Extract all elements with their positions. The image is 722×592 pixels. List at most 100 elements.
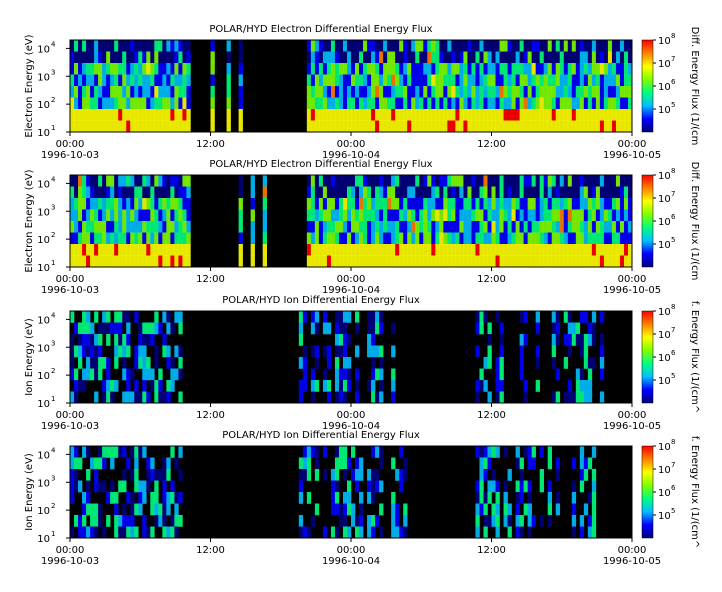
spectrogram-cell <box>527 186 532 199</box>
spectrogram-cell <box>338 109 344 121</box>
spectrogram-cell <box>503 120 508 133</box>
colorbar-tick-exponent: 5 <box>671 236 675 244</box>
spectrogram-cell <box>423 209 428 222</box>
spectrogram-cell <box>138 186 143 199</box>
spectrogram-cell <box>122 244 127 256</box>
spectrogram-cell <box>314 232 320 245</box>
spectrogram-cell <box>483 232 488 245</box>
spectrogram-cell <box>511 186 516 199</box>
spectrogram-cell <box>355 469 360 481</box>
spectrogram-cell <box>567 74 573 87</box>
spectrogram-cell <box>186 40 191 52</box>
spectrogram-cell <box>367 109 372 121</box>
spectrogram-cell <box>334 232 340 245</box>
spectrogram-cell <box>571 515 577 527</box>
colorbar-tick-exponent: 5 <box>671 372 675 380</box>
spectrogram-cell <box>475 63 480 75</box>
spectrogram-cell <box>627 198 633 210</box>
spectrogram-cell <box>575 221 581 233</box>
spectrogram-cell <box>411 74 416 87</box>
colorbar-tick-exponent: 6 <box>671 484 676 492</box>
spectrogram-cell <box>334 209 340 222</box>
spectrogram-cell <box>515 63 520 75</box>
spectrogram-cell <box>619 40 625 52</box>
spectrogram-cell <box>142 345 147 358</box>
spectrogram-cell <box>435 209 440 222</box>
spectrogram-cell <box>106 221 111 233</box>
spectrogram-cell <box>162 175 167 187</box>
spectrogram-cell <box>106 380 111 392</box>
spectrogram-cell <box>431 51 436 64</box>
spectrogram-cell <box>330 40 336 52</box>
spectrogram-cell <box>306 97 312 110</box>
spectrogram-cell <box>555 311 561 323</box>
spectrogram-cell <box>455 244 460 256</box>
spectrogram-cell <box>158 515 163 527</box>
spectrogram-cell <box>178 120 183 133</box>
spectrogram-cell <box>118 244 123 256</box>
spectrogram-cell <box>463 86 468 98</box>
spectrogram-cell <box>86 51 91 64</box>
spectrogram-cell <box>483 74 488 87</box>
spectrogram-cell <box>178 492 183 504</box>
spectrogram-cell <box>138 232 143 245</box>
spectrogram-cell <box>563 311 569 323</box>
spectrogram-cell <box>591 357 597 369</box>
spectrogram-cell <box>599 40 605 52</box>
spectrogram-cell <box>371 345 376 358</box>
spectrogram-cell <box>210 109 215 121</box>
spectrogram-cell <box>118 480 123 493</box>
spectrogram-cell <box>459 244 464 256</box>
spectrogram-cell <box>138 357 143 369</box>
spectrogram-cell <box>507 63 512 75</box>
spectrogram-cell <box>166 357 171 369</box>
spectrogram-cell <box>547 186 553 199</box>
spectrogram-cell <box>94 526 99 539</box>
spectrogram-cell <box>563 74 569 87</box>
spectrogram-cell <box>523 311 528 323</box>
spectrogram-cell <box>371 357 376 369</box>
spectrogram-cell <box>507 74 512 87</box>
spectrogram-cell <box>587 457 593 470</box>
spectrogram-cell <box>443 51 448 64</box>
spectrogram-cell <box>563 209 569 222</box>
spectrogram-cell <box>475 255 480 268</box>
spectrogram-cell <box>591 503 597 516</box>
spectrogram-cell <box>342 526 348 539</box>
x-tick-label: 00:00 <box>56 410 85 421</box>
spectrogram-cell <box>503 198 508 210</box>
spectrogram-cell <box>479 109 484 121</box>
spectrogram-cell <box>298 515 304 527</box>
spectrogram-cell <box>475 391 480 404</box>
spectrogram-cell <box>431 255 436 268</box>
spectrogram-cell <box>599 255 605 268</box>
spectrogram-cell <box>571 198 577 210</box>
spectrogram-cell <box>138 198 143 210</box>
spectrogram-cell <box>499 198 504 210</box>
spectrogram-cell <box>495 526 500 539</box>
y-tick-label: 10 <box>37 72 50 83</box>
spectrogram-cell <box>447 109 452 121</box>
spectrogram-cell <box>495 232 500 245</box>
spectrogram-cell <box>162 492 167 504</box>
spectrogram-cell <box>334 492 340 504</box>
spectrogram-cell <box>391 345 396 358</box>
spectrogram-cell <box>547 120 553 133</box>
spectrogram-cell <box>122 51 127 64</box>
spectrogram-cell <box>523 175 528 187</box>
spectrogram-cell <box>118 86 123 98</box>
spectrogram-cell <box>443 63 448 75</box>
spectrogram-cell <box>587 334 593 346</box>
spectrogram-cell <box>359 457 364 470</box>
spectrogram-cell <box>603 86 609 98</box>
spectrogram-cell <box>122 357 127 369</box>
spectrogram-cell <box>431 232 436 245</box>
spectrogram-cell <box>142 322 147 335</box>
spectrogram-cell <box>547 109 553 121</box>
spectrogram-cell <box>431 74 436 87</box>
spectrogram-cell <box>475 198 480 210</box>
spectrogram-cell <box>298 457 304 470</box>
spectrogram-cell <box>591 244 597 256</box>
spectrogram-cell <box>599 391 605 404</box>
spectrogram-cell <box>519 368 524 381</box>
